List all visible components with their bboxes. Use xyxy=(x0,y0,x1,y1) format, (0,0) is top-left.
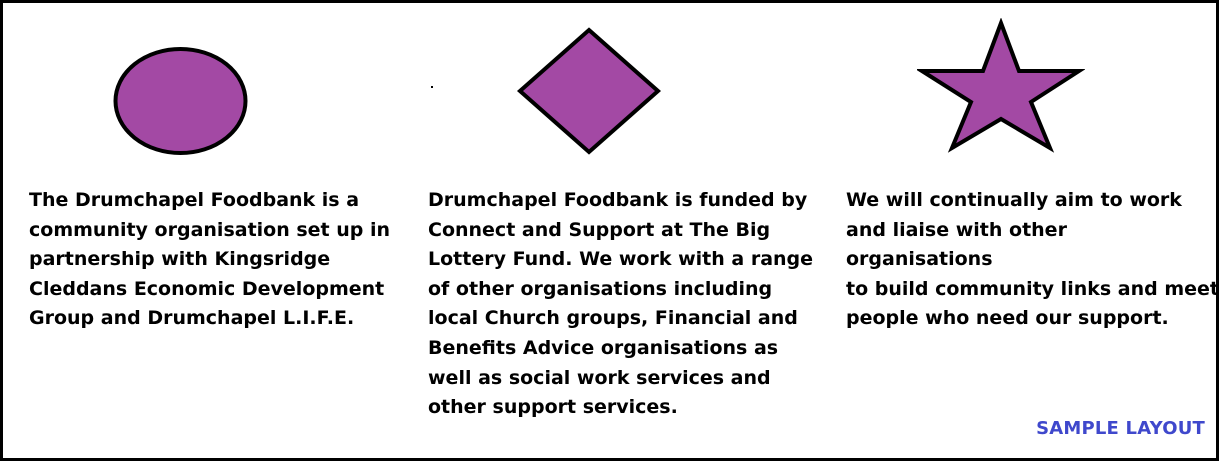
diamond-shape xyxy=(516,27,662,155)
column-2-text: Drumchapel Foodbank is funded by Connect… xyxy=(428,189,814,419)
column-3-text: We will continually aim to work and liai… xyxy=(846,189,1219,330)
sample-layout-label: SAMPLE LAYOUT xyxy=(1036,418,1205,439)
stray-dot xyxy=(431,86,433,88)
column-1-text: The Drumchapel Foodbank is a community o… xyxy=(29,189,391,330)
star-shape xyxy=(917,18,1085,153)
circle-shape xyxy=(113,47,248,155)
